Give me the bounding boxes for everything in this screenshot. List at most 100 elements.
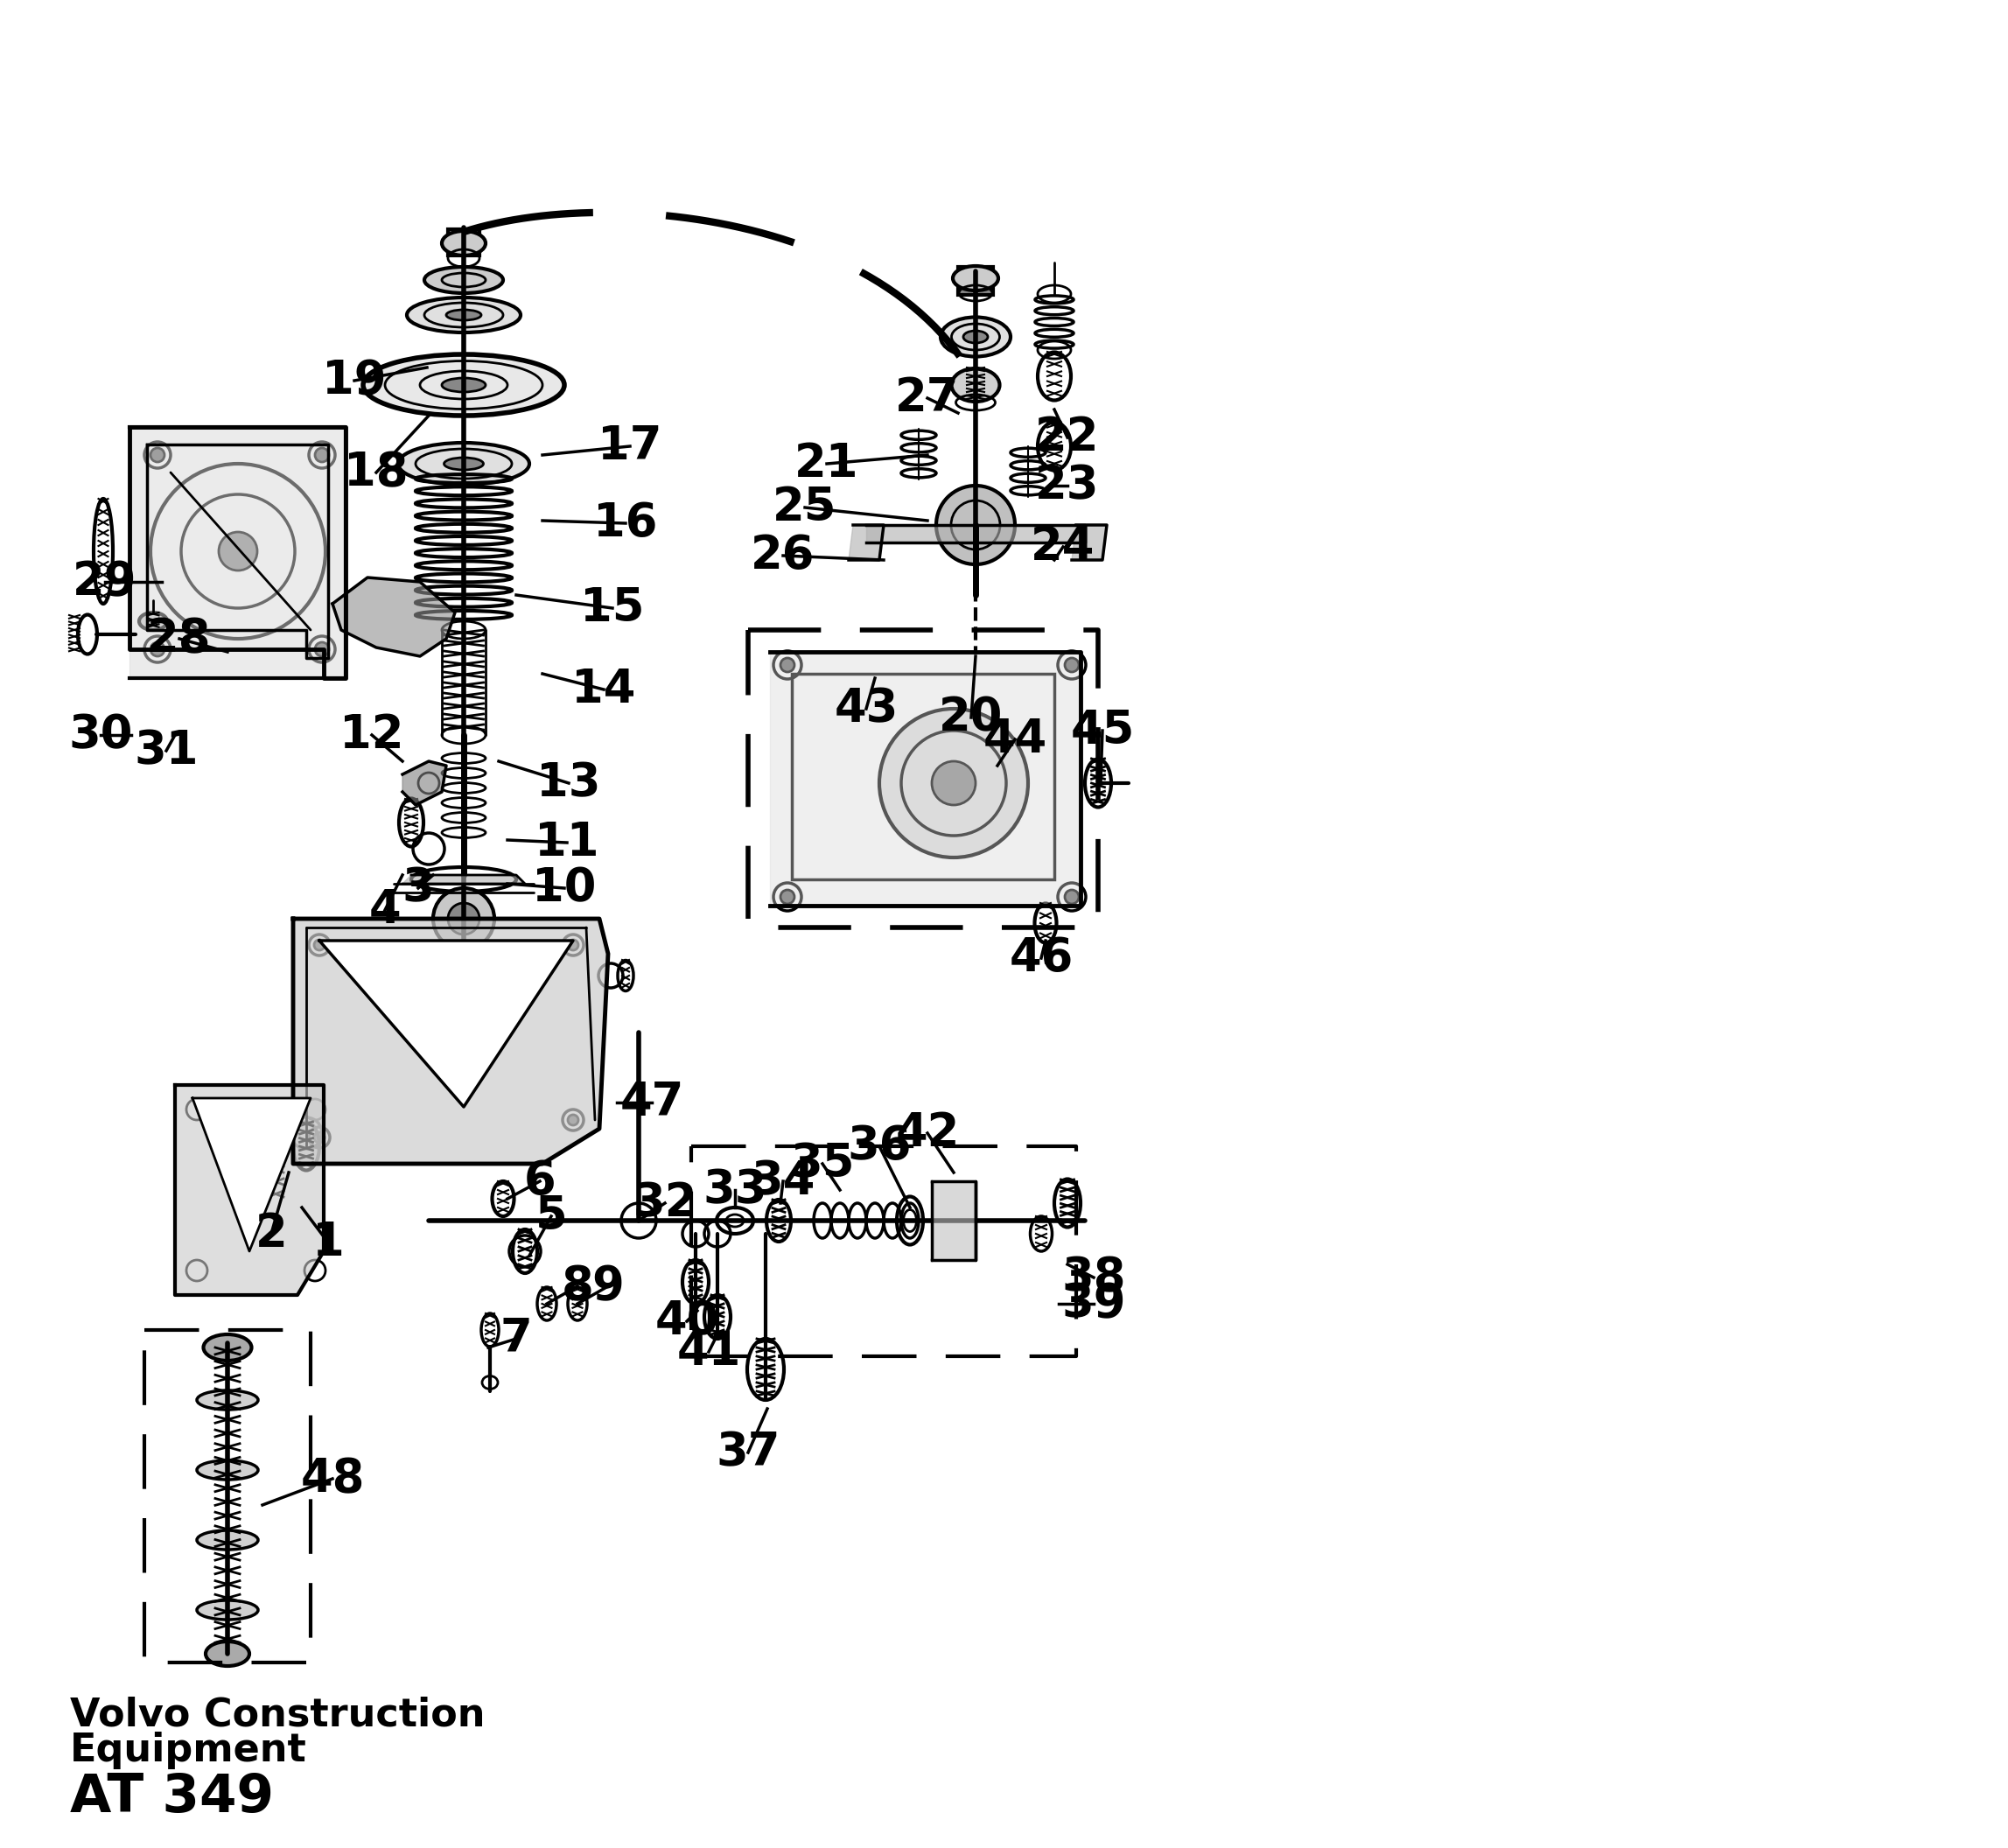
Text: 46: 46: [1010, 935, 1074, 981]
Text: 33: 33: [703, 1168, 767, 1212]
Text: 45: 45: [1070, 708, 1135, 754]
Circle shape: [1064, 891, 1078, 904]
Text: 31: 31: [135, 728, 199, 774]
Text: 47: 47: [620, 1079, 685, 1125]
Text: 5: 5: [536, 1194, 566, 1238]
Circle shape: [219, 532, 257, 571]
Circle shape: [313, 1133, 325, 1142]
Text: 44: 44: [982, 717, 1046, 761]
Text: 4: 4: [369, 887, 402, 933]
Circle shape: [568, 1114, 578, 1125]
Text: 16: 16: [594, 501, 659, 545]
Text: 34: 34: [751, 1159, 815, 1205]
Text: 15: 15: [580, 586, 645, 630]
Ellipse shape: [197, 1390, 259, 1410]
Text: 35: 35: [791, 1140, 855, 1186]
Polygon shape: [865, 525, 1084, 543]
Polygon shape: [175, 1085, 323, 1295]
Text: 23: 23: [1036, 462, 1100, 508]
Polygon shape: [1072, 525, 1106, 560]
Text: Volvo Construction: Volvo Construction: [70, 1696, 486, 1733]
Text: 29: 29: [72, 560, 137, 604]
Circle shape: [932, 761, 976, 806]
Ellipse shape: [363, 355, 564, 416]
Ellipse shape: [952, 368, 1000, 401]
Ellipse shape: [203, 1334, 251, 1360]
Text: 32: 32: [633, 1181, 697, 1225]
Text: 28: 28: [147, 615, 211, 662]
Text: 21: 21: [795, 442, 859, 486]
Text: 11: 11: [534, 821, 598, 865]
Text: 22: 22: [1036, 414, 1100, 460]
Text: 40: 40: [655, 1299, 719, 1343]
Ellipse shape: [398, 444, 530, 484]
Text: 12: 12: [339, 711, 404, 758]
Polygon shape: [293, 918, 608, 1164]
Bar: [448, 229, 480, 255]
Text: 48: 48: [301, 1456, 365, 1501]
Ellipse shape: [446, 310, 482, 320]
Text: 27: 27: [896, 375, 960, 421]
Text: 17: 17: [598, 423, 663, 469]
Text: 14: 14: [572, 667, 637, 711]
Text: 1: 1: [311, 1220, 343, 1266]
Ellipse shape: [964, 331, 988, 344]
Ellipse shape: [197, 1460, 259, 1480]
Bar: [791, 675, 1054, 880]
Text: 24: 24: [1030, 525, 1094, 569]
Ellipse shape: [442, 231, 486, 255]
Circle shape: [781, 891, 795, 904]
Ellipse shape: [408, 298, 520, 333]
Text: 37: 37: [717, 1430, 781, 1475]
Circle shape: [313, 941, 325, 950]
Circle shape: [448, 904, 480, 935]
Text: 10: 10: [532, 865, 596, 911]
Polygon shape: [932, 1181, 976, 1260]
Circle shape: [151, 643, 165, 656]
Polygon shape: [769, 652, 1080, 906]
Ellipse shape: [197, 1600, 259, 1619]
Ellipse shape: [139, 612, 167, 630]
Text: 25: 25: [773, 484, 837, 530]
Text: 26: 26: [751, 532, 815, 578]
Text: 41: 41: [677, 1329, 741, 1375]
Polygon shape: [849, 525, 884, 560]
Circle shape: [880, 710, 1028, 857]
Circle shape: [434, 889, 494, 950]
Text: 39: 39: [1062, 1281, 1126, 1327]
Polygon shape: [402, 761, 446, 806]
Text: 18: 18: [343, 449, 408, 495]
Circle shape: [315, 447, 329, 462]
Text: 7: 7: [500, 1316, 532, 1362]
Polygon shape: [402, 874, 524, 883]
Text: Equipment: Equipment: [70, 1732, 307, 1769]
Polygon shape: [319, 941, 572, 1107]
Circle shape: [315, 643, 329, 656]
Text: 19: 19: [321, 359, 386, 403]
Circle shape: [936, 486, 1014, 564]
Ellipse shape: [205, 1641, 249, 1667]
Text: 9: 9: [592, 1264, 624, 1308]
Text: 36: 36: [847, 1124, 912, 1170]
Text: 6: 6: [524, 1159, 556, 1205]
Ellipse shape: [444, 458, 484, 469]
Text: 3: 3: [402, 865, 434, 911]
Circle shape: [1064, 658, 1078, 673]
Text: 30: 30: [68, 711, 133, 758]
Text: 42: 42: [896, 1111, 960, 1155]
Text: 13: 13: [536, 760, 600, 806]
Text: 20: 20: [940, 695, 1004, 741]
Ellipse shape: [197, 1530, 259, 1550]
Ellipse shape: [940, 318, 1010, 357]
Ellipse shape: [954, 266, 998, 290]
Text: AT 349: AT 349: [70, 1772, 273, 1824]
Polygon shape: [129, 427, 345, 678]
Text: 43: 43: [833, 686, 898, 732]
Ellipse shape: [424, 266, 504, 294]
Text: 2: 2: [255, 1210, 287, 1257]
Bar: [958, 266, 994, 296]
Text: 8: 8: [562, 1264, 594, 1308]
Circle shape: [151, 447, 165, 462]
Circle shape: [781, 658, 795, 673]
Polygon shape: [193, 1098, 311, 1251]
